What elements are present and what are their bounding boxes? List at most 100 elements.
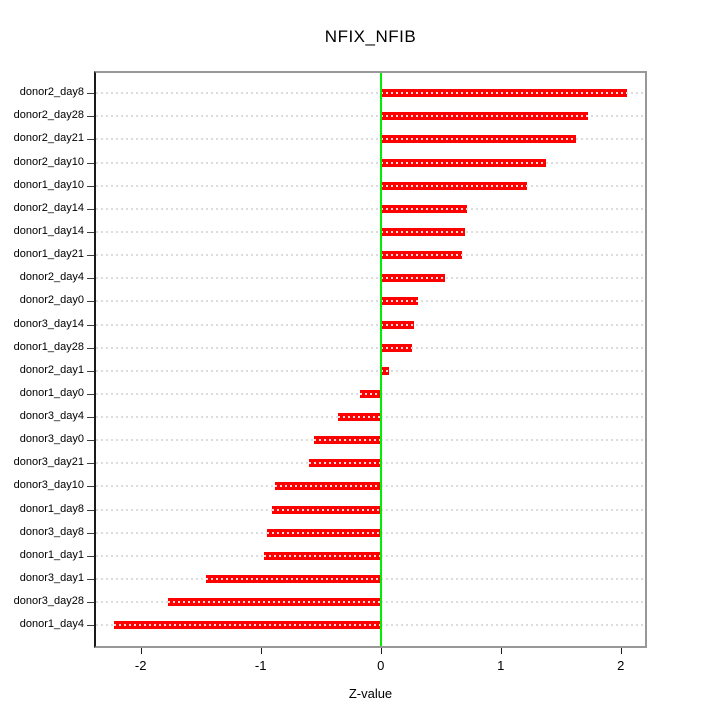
y-axis-label: donor1_day0 <box>19 386 84 399</box>
bar-dash-pattern <box>275 485 381 488</box>
gridline <box>96 323 645 326</box>
bar-dash-pattern <box>313 439 381 442</box>
gridline <box>96 92 645 95</box>
x-axis-tick-label: 1 <box>497 658 505 673</box>
y-axis-label: donor2_day1 <box>19 363 84 376</box>
y-axis-tick <box>87 417 94 419</box>
bar-dash-pattern <box>380 323 415 326</box>
y-axis-tick <box>87 509 94 511</box>
bar <box>380 320 415 329</box>
gridline <box>96 300 645 303</box>
bar <box>275 482 381 491</box>
y-axis-tick <box>87 116 94 118</box>
x-axis-tick <box>380 648 382 654</box>
bar <box>380 181 528 190</box>
gridline <box>96 369 645 372</box>
y-axis-tick <box>87 324 94 326</box>
y-axis-label: donor2_day10 <box>13 155 84 168</box>
bar-dash-pattern <box>380 207 468 210</box>
bar <box>380 251 463 260</box>
bar-dash-pattern <box>380 115 589 118</box>
bar <box>266 528 381 537</box>
bar <box>380 343 412 352</box>
bar <box>380 158 547 167</box>
x-axis-tick <box>620 648 622 654</box>
bar-dash-pattern <box>380 230 465 233</box>
y-axis-label: donor1_day14 <box>13 224 84 237</box>
y-axis-tick <box>87 393 94 395</box>
y-axis-label: donor1_day1 <box>19 548 84 561</box>
bar-dash-pattern <box>380 254 463 257</box>
x-axis-tick-label: -2 <box>134 658 147 673</box>
bar <box>308 459 381 468</box>
y-axis-tick <box>87 440 94 442</box>
bar-dash-pattern <box>114 624 381 627</box>
bar <box>380 89 627 98</box>
y-axis-label: donor3_day28 <box>13 595 84 608</box>
bar <box>360 389 381 398</box>
gridline <box>96 346 645 349</box>
gridline <box>96 254 645 257</box>
gridline <box>96 277 645 280</box>
bar-dash-pattern <box>360 392 381 395</box>
bar <box>380 297 418 306</box>
y-axis-label: donor2_day8 <box>19 86 84 99</box>
y-axis-label: donor1_day10 <box>13 178 84 191</box>
gridline <box>96 161 645 164</box>
bar-dash-pattern <box>337 416 381 419</box>
y-axis-label: donor3_day1 <box>19 571 84 584</box>
y-axis-tick <box>87 185 94 187</box>
bar-dash-pattern <box>380 277 446 280</box>
x-axis-tick <box>500 648 502 654</box>
x-axis-tick-label: 0 <box>377 658 385 673</box>
bar-dash-pattern <box>380 161 547 164</box>
bar <box>380 204 468 213</box>
y-axis-tick <box>87 208 94 210</box>
y-axis-tick <box>87 555 94 557</box>
y-axis-tick <box>87 255 94 257</box>
y-axis-tick <box>87 301 94 303</box>
y-axis-tick <box>87 370 94 372</box>
y-axis-label: donor2_day0 <box>19 294 84 307</box>
bar-dash-pattern <box>380 300 418 303</box>
y-axis-label: donor3_day21 <box>13 456 84 469</box>
bar <box>264 551 381 560</box>
bar <box>380 274 446 283</box>
y-axis-tick <box>87 602 94 604</box>
gridline <box>96 184 645 187</box>
y-axis-tick <box>87 93 94 95</box>
bar-dash-pattern <box>380 184 528 187</box>
bar <box>380 135 577 144</box>
y-axis-tick <box>87 463 94 465</box>
bar-dash-pattern <box>380 346 412 349</box>
y-axis-label: donor3_day4 <box>19 410 84 423</box>
y-axis-label: donor2_day4 <box>19 271 84 284</box>
bar <box>271 505 381 514</box>
gridline <box>96 138 645 141</box>
bar <box>380 227 465 236</box>
zero-reference-line <box>379 73 382 646</box>
y-axis-tick <box>87 162 94 164</box>
bar-dash-pattern <box>271 508 381 511</box>
gridline <box>96 230 645 233</box>
x-axis-tick-label: 2 <box>617 658 625 673</box>
y-axis-label: donor1_day28 <box>13 340 84 353</box>
bar <box>380 366 390 375</box>
x-axis-tick <box>140 648 142 654</box>
bar-dash-pattern <box>168 601 381 604</box>
bar-dash-pattern <box>308 462 381 465</box>
y-axis-tick <box>87 625 94 627</box>
y-axis-label: donor3_day8 <box>19 525 84 538</box>
bar <box>313 436 381 445</box>
x-axis-tick <box>260 648 262 654</box>
y-axis-tick <box>87 486 94 488</box>
y-axis-label: donor2_day14 <box>13 201 84 214</box>
x-axis-title: Z-value <box>348 686 393 701</box>
chart-title: NFIX_NFIB <box>324 27 417 46</box>
y-axis-label: donor1_day8 <box>19 502 84 515</box>
bar <box>337 413 381 422</box>
y-axis-tick <box>87 532 94 534</box>
y-axis-label: donor3_day14 <box>13 317 84 330</box>
y-axis-tick <box>87 278 94 280</box>
